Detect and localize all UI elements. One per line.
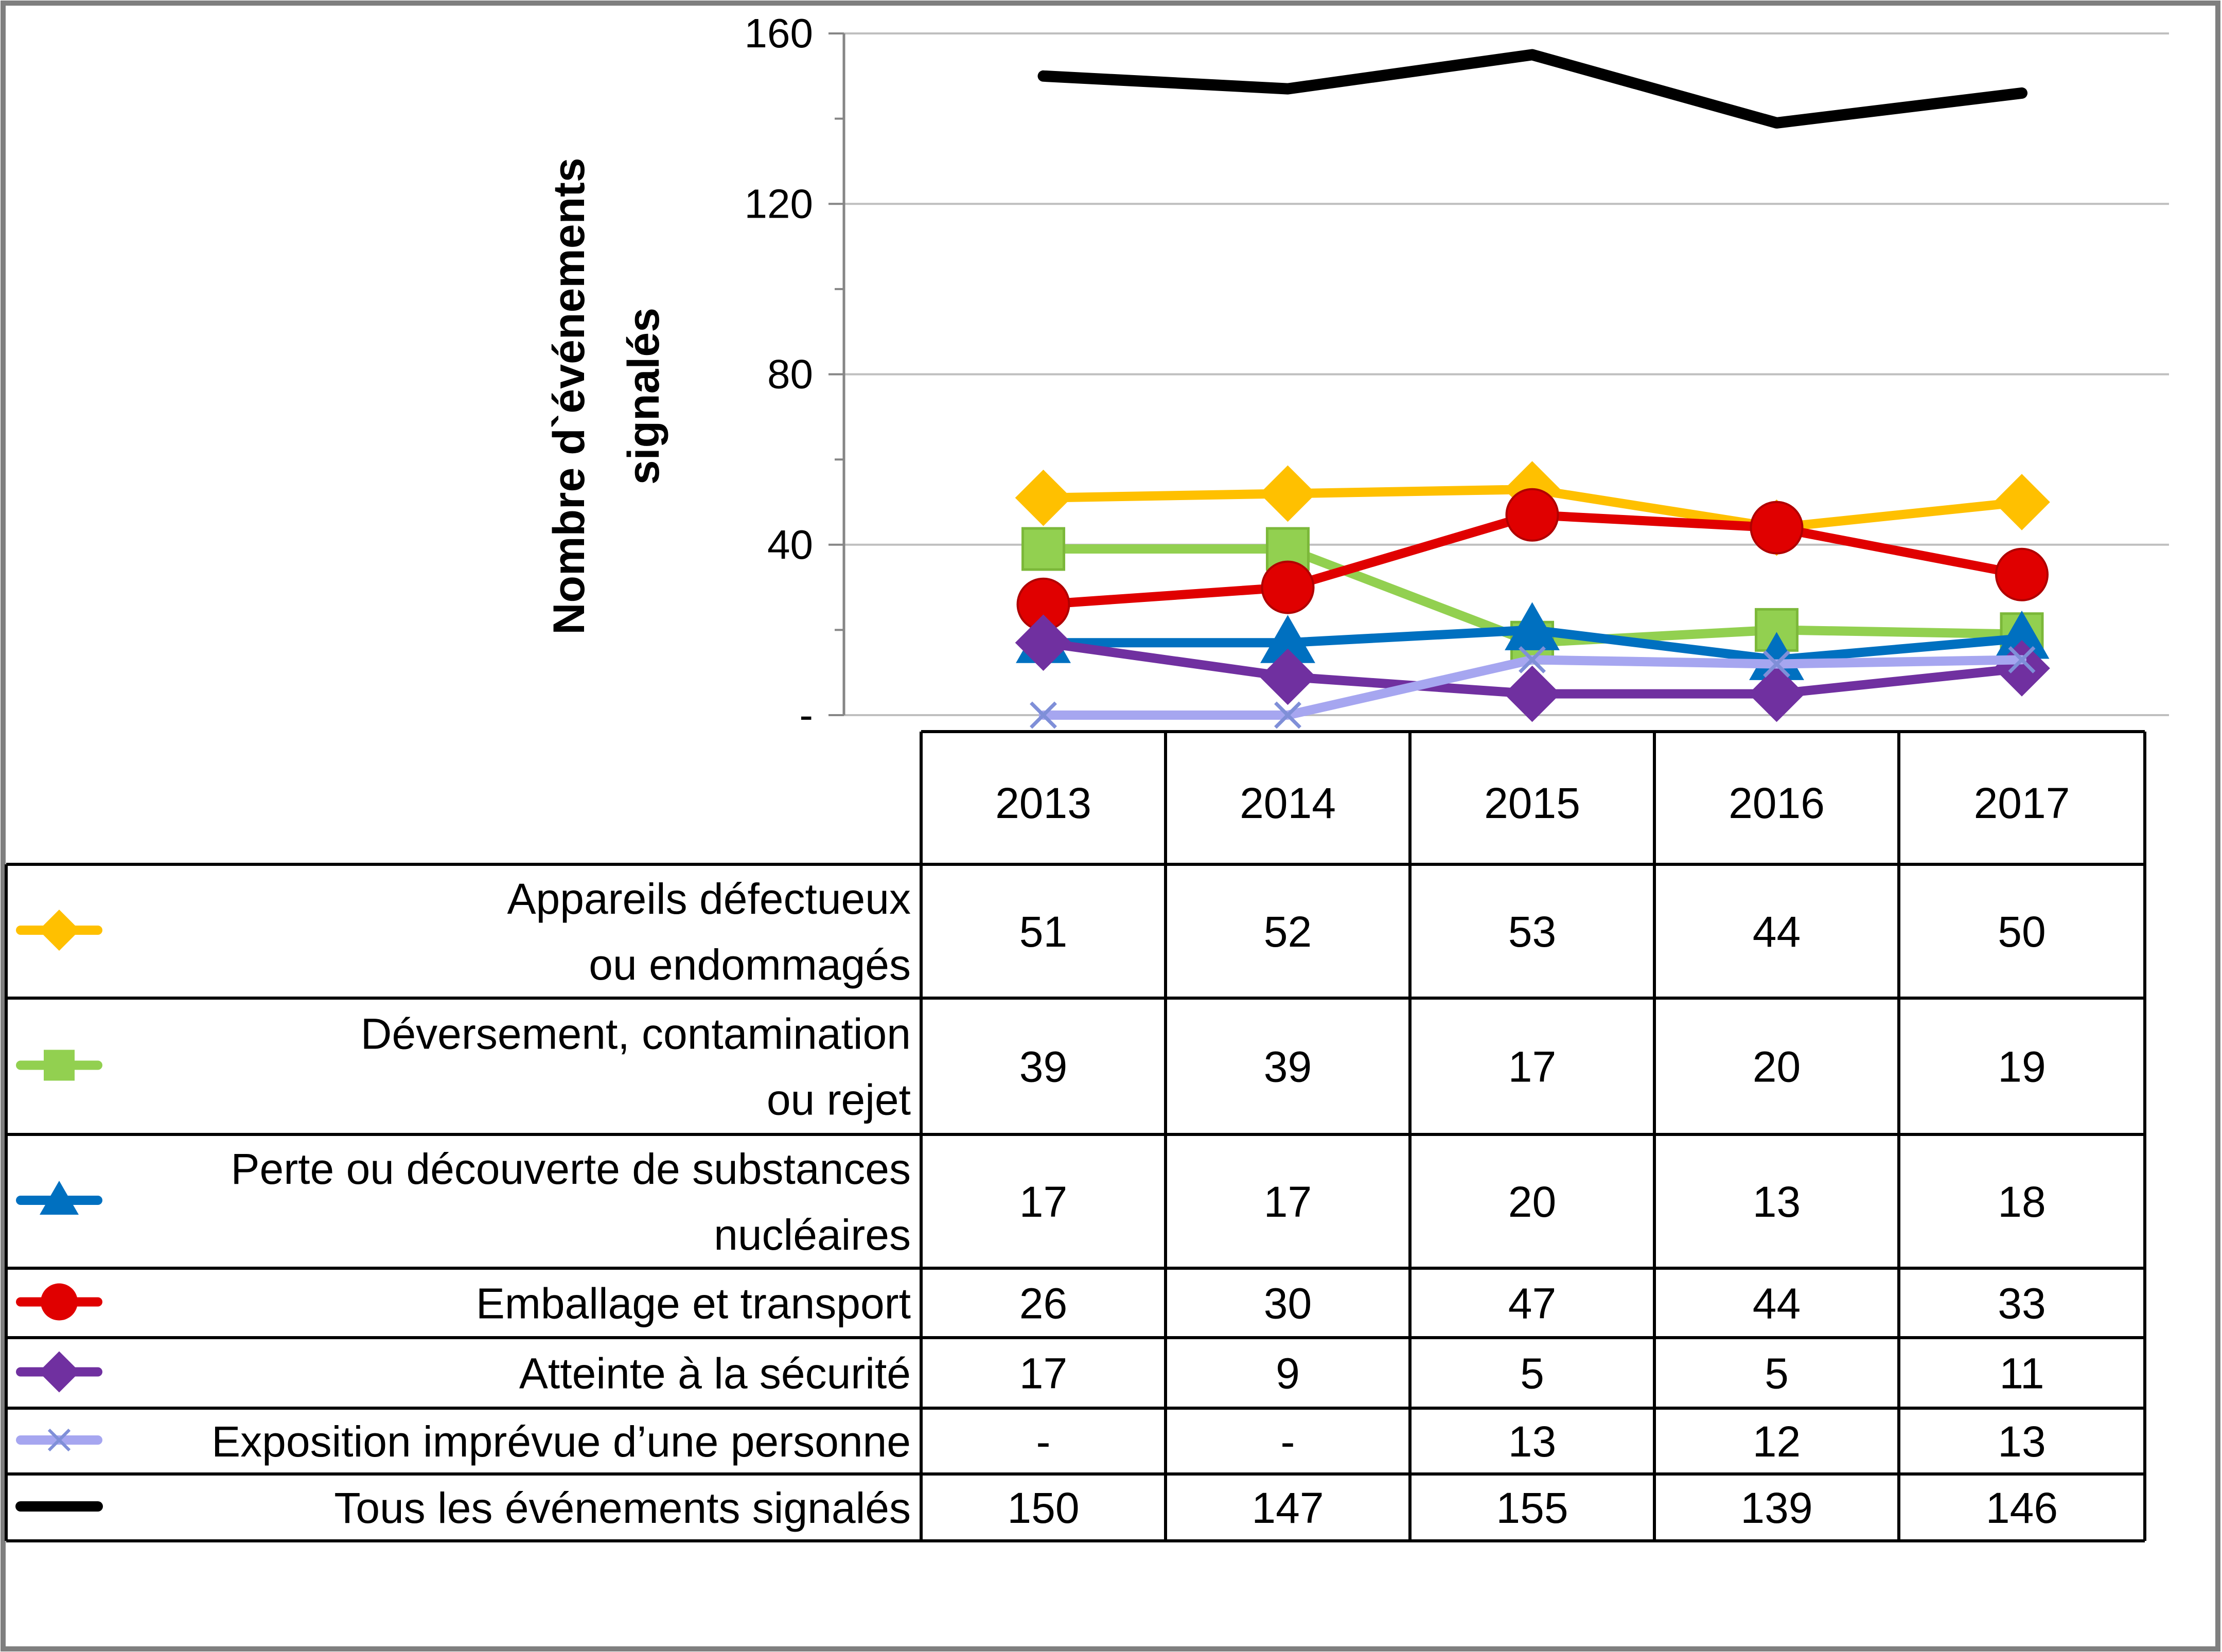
legend-key [16,1351,102,1393]
marker-diamond [1504,665,1561,722]
table-value: 5 [1520,1349,1544,1398]
table-value: 19 [1998,1043,2045,1091]
table-value: 13 [1998,1417,2045,1466]
legend-label: Exposition imprévue d’une personne [211,1417,911,1466]
marker-triangle [1505,602,1560,650]
table-value: 13 [1508,1417,1556,1466]
table-value: 26 [1019,1280,1067,1328]
y-tick-label: 40 [767,522,813,567]
table-value: 11 [1999,1349,2044,1398]
table-value: 5 [1765,1349,1789,1398]
marker-x [1763,650,1790,678]
legend-label: Atteinte à la sécurité [519,1349,911,1398]
marker-diamond [1994,474,2050,530]
table-value: 139 [1740,1484,1812,1532]
table-value: 18 [1998,1178,2045,1226]
table-value: 39 [1264,1043,1312,1091]
marker-diamond [1015,614,1072,671]
marker-circle [1261,560,1315,614]
legend-key [16,1428,102,1452]
table-header-year: 2014 [1240,779,1336,827]
table-value: 44 [1753,908,1801,956]
table-value: 30 [1264,1280,1312,1328]
table-value: 52 [1264,908,1312,956]
table-value: 9 [1276,1349,1300,1398]
marker-square [1021,527,1065,571]
legend-key-marker [40,1181,79,1215]
legend-key [16,1050,102,1081]
legend-key [16,1181,102,1215]
marker-x [1274,701,1301,729]
table-value: 20 [1753,1043,1801,1091]
y-tick-label: - [799,692,813,738]
legend-label: Déversement, contamination [361,1010,911,1058]
legend-key-marker [44,1050,75,1081]
table-value: 53 [1508,908,1556,956]
table-value: 20 [1508,1178,1556,1226]
legend-label: Tous les événements signalés [334,1484,911,1532]
table-header-year: 2016 [1729,779,1825,827]
table-value: 17 [1019,1178,1067,1226]
series-line [1037,49,2027,129]
legend-key-marker [39,910,80,951]
y-axis-label-line: Nombre d`événements [544,157,594,634]
table-value: 17 [1508,1043,1556,1091]
series-group [1015,614,2050,722]
marker-x [1519,646,1546,673]
table-value: - [1036,1417,1051,1466]
legend-label: Appareils défectueux [507,875,911,923]
legend-label: nucléaires [714,1211,911,1259]
table-value: - [1281,1417,1295,1466]
marker-diamond [1748,665,1805,722]
marker-diamond [1259,648,1316,705]
legend-key [16,910,102,951]
table-value: 39 [1019,1043,1067,1091]
marker-diamond [1015,469,1072,526]
legend-key-marker [47,1428,71,1452]
series-layer [1015,49,2050,729]
table-value: 17 [1019,1349,1067,1398]
table-value: 155 [1496,1484,1568,1532]
legend-label: ou rejet [767,1076,911,1124]
table-value: 33 [1998,1280,2045,1328]
table-value: 47 [1508,1280,1556,1328]
marker-circle [1750,501,1804,555]
table-value: 146 [1986,1484,2058,1532]
axis-layer: - 40 80 120 160 Nombre d`événements signalés [544,10,845,738]
legend-key [16,1283,102,1321]
table-value: 17 [1264,1178,1312,1226]
table-value: 147 [1251,1484,1324,1532]
table-value: 51 [1019,908,1067,956]
y-axis-label: Nombre d`événements signalés [544,157,668,634]
table-header-year: 2013 [995,779,1091,827]
table-value: 44 [1753,1280,1801,1328]
series-group [1037,49,2027,129]
table-header-year: 2015 [1484,779,1580,827]
table-header-year: 2017 [1974,779,2070,827]
marker-circle [1505,488,1559,542]
series-group [1016,488,2049,631]
table-value: 50 [1998,908,2045,956]
y-tick-label: 160 [745,10,813,56]
y-tick-label: 80 [767,351,813,397]
table-value: 150 [1007,1484,1079,1532]
y-tick-label: 120 [745,181,813,226]
legend-label: ou endommagés [589,940,911,989]
legend-label: Emballage et transport [476,1280,911,1328]
series-group [1030,646,2036,729]
marker-circle [1995,547,2049,601]
legend-key-marker [39,1351,80,1393]
marker-x [1030,701,1057,729]
y-axis-label-line: signalés [619,308,668,485]
marker-diamond [1259,465,1316,522]
table-value: 13 [1753,1178,1801,1226]
table-value: 12 [1753,1417,1801,1466]
legend-label: Perte ou découverte de substances [231,1145,911,1193]
marker-x [2008,646,2036,673]
legend-key-marker [41,1283,78,1321]
